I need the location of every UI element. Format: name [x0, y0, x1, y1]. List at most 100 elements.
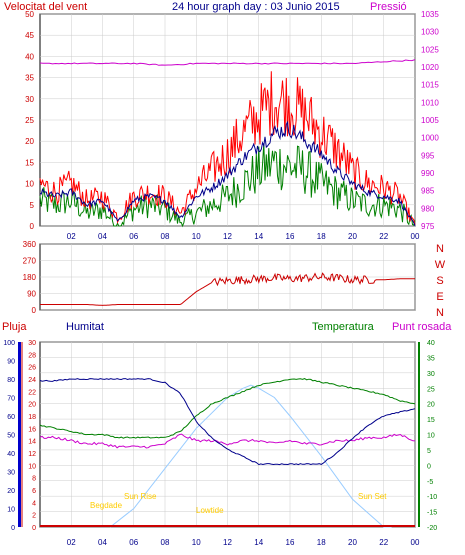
temperature-tick-label: 40: [427, 340, 435, 347]
x-tick-label: 16: [286, 538, 295, 547]
x-tick-label: 08: [161, 538, 170, 547]
temperature-tick-label: 15: [427, 417, 435, 424]
x-tick-label: 02: [67, 538, 76, 547]
temperature-tick-label: 0: [427, 463, 431, 470]
wind-tick-label: 25: [25, 116, 34, 125]
temperature-tick-label: 35: [427, 355, 435, 362]
rain-tick-label: 24: [28, 377, 36, 384]
compass-label: N: [436, 243, 444, 255]
rain-tick-label: 18: [28, 414, 36, 421]
wind-tick-label: 35: [25, 74, 34, 83]
x-tick-label: 10: [192, 538, 201, 547]
temp-series: [39, 378, 416, 528]
begdade-label: Begdade: [90, 501, 123, 510]
wind-speed-label: Velocitat del vent: [4, 1, 87, 13]
compass-label: N: [436, 307, 444, 319]
temperature-tick-label: -15: [427, 510, 437, 517]
wind-tick-label: 20: [25, 137, 34, 146]
direction-series: [40, 272, 415, 306]
compass-label: S: [436, 275, 443, 287]
pressure-tick-label: 1035: [421, 10, 439, 19]
rain-tick-label: 6: [32, 488, 36, 495]
x-tick-label: 18: [317, 538, 326, 547]
humidity-tick-label: 60: [7, 414, 15, 421]
temp-x-axis: 02 04 06 08 10 12 14 16 18 20 22 00: [67, 538, 420, 547]
pressure-tick-label: 980: [421, 204, 435, 213]
x-tick-label: 18: [317, 232, 326, 241]
direction-tick-label: 180: [23, 273, 37, 282]
x-tick-label: 10: [192, 232, 201, 241]
direction-tick-label: 360: [23, 240, 37, 249]
humidity-axis-bar: [18, 342, 21, 527]
rain-tick-label: 10: [28, 463, 36, 470]
temperature-tick-label: -20: [427, 525, 437, 532]
humidity-y-axis: 0 10 20 30 40 50 60 70 80 90 100: [3, 340, 21, 532]
temperature-tick-label: 20: [427, 402, 435, 409]
direction-grid: [40, 243, 416, 311]
series-line-direction: [40, 272, 415, 306]
rain-tick-label: 22: [28, 389, 36, 396]
pressure-tick-label: 1010: [421, 98, 439, 107]
temperature-tick-label: 10: [427, 433, 435, 440]
rain-tick-label: 20: [28, 402, 36, 409]
temperature-tick-label: -10: [427, 494, 437, 501]
direction-tick-label: 90: [27, 290, 36, 299]
x-tick-label: 22: [379, 232, 388, 241]
pressure-tick-label: 1025: [421, 45, 439, 54]
series-line-dewpoint: [39, 433, 416, 449]
sunrise-label: Sun Rise: [124, 492, 157, 501]
rain-tick-label: 16: [28, 426, 36, 433]
wind-x-axis: 02 04 06 08 10 12 14 16 18 20 22 00: [67, 232, 420, 241]
pressure-label: Pressió: [370, 1, 407, 13]
series-line-temperature: [39, 378, 416, 439]
series-line-humidity: [39, 378, 416, 466]
dewpoint-label: Punt rosada: [392, 321, 452, 333]
humidity-tick-label: 0: [11, 525, 15, 532]
wind-tick-label: 0: [30, 222, 35, 231]
series-line-pressure: [39, 59, 416, 66]
series-line-speed: [39, 120, 416, 226]
pressure-y-axis: 975 980 985 990 995 1000 1005 1010 1015 1020 1025 1…: [421, 10, 439, 231]
x-tick-label: 06: [129, 232, 138, 241]
humidity-tick-label: 80: [7, 377, 15, 384]
wind-tick-label: 45: [25, 31, 34, 40]
pressure-tick-label: 1020: [421, 63, 439, 72]
wind-tick-label: 10: [25, 180, 34, 189]
x-tick-label: 22: [379, 538, 388, 547]
temperature-tick-label: -5: [427, 479, 433, 486]
humidity-tick-label: 20: [7, 488, 15, 495]
pressure-tick-label: 1000: [421, 134, 439, 143]
rain-tick-label: 8: [32, 476, 36, 483]
temperature-tick-label: 25: [427, 386, 435, 393]
wind-tick-label: 15: [25, 158, 34, 167]
pressure-tick-label: 1030: [421, 28, 439, 37]
temperature-tick-label: 5: [427, 448, 431, 455]
x-tick-label: 12: [223, 538, 232, 547]
series-line-gust: [39, 71, 416, 225]
wind-tick-label: 30: [25, 95, 34, 104]
rain-tick-label: 30: [28, 340, 36, 347]
x-tick-label: 04: [98, 538, 107, 547]
pressure-tick-label: 990: [421, 169, 435, 178]
direction-tick-label: 0: [32, 306, 37, 315]
x-tick-label: 00: [411, 232, 420, 241]
temperature-label: Temperatura: [312, 321, 375, 333]
wind-y-axis: 0 5 10 15 20 25 30 35 40 45 50: [25, 10, 34, 231]
direction-y-axis: 0 90 180 270 360: [23, 240, 37, 315]
x-tick-label: 20: [348, 538, 357, 547]
humidity-tick-label: 70: [7, 396, 15, 403]
wind-tick-label: 40: [25, 52, 34, 61]
rain-tick-label: 28: [28, 352, 36, 359]
x-tick-label: 02: [67, 232, 76, 241]
x-tick-label: 14: [254, 538, 263, 547]
rain-tick-label: 14: [28, 439, 36, 446]
humidity-tick-label: 10: [7, 507, 15, 514]
humidity-tick-label: 100: [3, 340, 15, 347]
wind-series: [39, 59, 416, 228]
sunset-label: Sun Set: [358, 492, 387, 501]
humidity-tick-label: 90: [7, 359, 15, 366]
